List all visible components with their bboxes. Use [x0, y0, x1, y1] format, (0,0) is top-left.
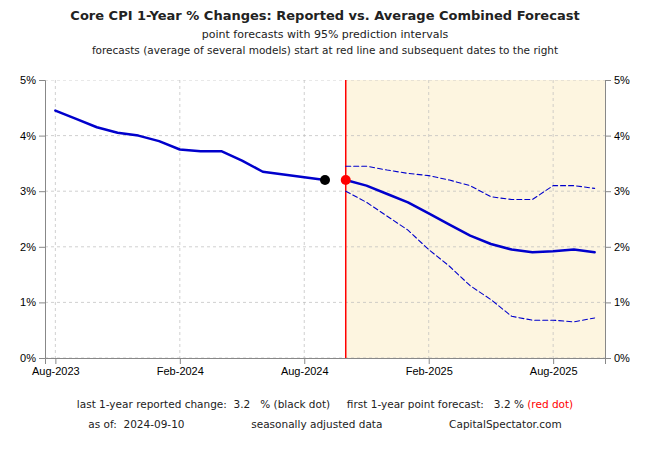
tick: Aug-2024	[281, 358, 329, 377]
tick-mark	[304, 358, 305, 364]
grid-line-x	[553, 80, 554, 358]
tick-label: 3%	[614, 185, 630, 197]
tick-mark	[429, 358, 430, 364]
footer: as of: 2024-09-10 seasonally adjusted da…	[88, 418, 561, 430]
tick-label: 2%	[614, 241, 630, 253]
tick-mark	[39, 191, 45, 192]
subtitle: forecasts (average of several models) st…	[92, 44, 558, 56]
tick: Aug-2023	[32, 358, 80, 377]
tick-label: Aug-2025	[530, 365, 578, 377]
footer-text: as of: 2024-09-10 seasonally adjusted da…	[88, 418, 561, 430]
grid-line-y	[45, 191, 605, 192]
grid-line-y	[45, 80, 605, 81]
tick-mark	[605, 80, 611, 81]
tick-label: Aug-2024	[281, 365, 329, 377]
tick-label: 0%	[614, 352, 630, 364]
grid-line-x	[179, 80, 180, 358]
tick-label: 4%	[20, 130, 36, 142]
tick: 3%	[20, 185, 45, 197]
chart: Core CPI 1-Year % Changes: Reported vs. …	[0, 0, 650, 450]
tick-label: 3%	[20, 185, 36, 197]
tick-mark	[39, 358, 45, 359]
tick-label: 2%	[20, 241, 36, 253]
y2-axis-line	[606, 81, 612, 359]
tick-mark	[39, 136, 45, 137]
tick-mark	[55, 358, 56, 364]
tick-label: 0%	[20, 352, 36, 364]
grid-line-x	[55, 80, 56, 358]
tick: 0%	[20, 352, 45, 364]
tick-label: 4%	[614, 130, 630, 142]
tick: Feb-2024	[157, 358, 204, 377]
tick-label: Aug-2023	[32, 365, 80, 377]
grid-line-y	[45, 302, 605, 303]
plot-area: Aug-2023 Feb-2024 Aug-2024 Feb-2025 Aug-2025…	[20, 74, 630, 377]
data-line	[346, 180, 595, 252]
tick: 2%	[20, 241, 45, 253]
tick-mark	[605, 302, 611, 303]
forecast-start-line	[345, 80, 347, 358]
tick-label: Feb-2024	[157, 365, 204, 377]
tick-label: 1%	[614, 296, 630, 308]
tick-mark	[605, 247, 611, 248]
grid-line-x	[304, 80, 305, 358]
tick: 0%	[605, 352, 630, 364]
tick: Feb-2025	[406, 358, 453, 377]
grid-line-y	[45, 358, 605, 359]
grid-line-y	[45, 246, 605, 247]
x-axis: Aug-2023 Feb-2024 Aug-2024 Feb-2025 Aug-2025	[32, 358, 605, 377]
tick-label: 1%	[20, 296, 36, 308]
footer: last 1-year reported change: 3.2 % (blac…	[77, 398, 573, 410]
tick-mark	[605, 136, 611, 137]
tick-mark	[605, 191, 611, 192]
tick: 3%	[605, 185, 630, 197]
tick-mark	[180, 358, 181, 364]
data-line	[55, 111, 325, 181]
tick-mark	[605, 358, 611, 359]
subtitle: point forecasts with 95% prediction inte…	[202, 28, 449, 41]
interval-line	[346, 191, 595, 322]
interval-line	[346, 166, 595, 199]
tick: 1%	[20, 296, 45, 308]
tick-mark	[553, 358, 554, 364]
tick-mark	[39, 80, 45, 81]
tick: 4%	[20, 130, 45, 142]
dot	[320, 175, 330, 185]
tick: 5%	[605, 74, 630, 86]
title: Core CPI 1-Year % Changes: Reported vs. …	[70, 8, 579, 23]
tick-label: 5%	[20, 74, 36, 86]
footer-text: (red dot)	[527, 398, 573, 410]
y-axis-line	[39, 81, 46, 359]
tick-mark	[39, 302, 45, 303]
tick-mark	[39, 247, 45, 248]
y2-axis: 0% 1% 2% 3% 4% 5%	[605, 74, 630, 364]
forecast-region	[346, 80, 605, 358]
tick: 5%	[20, 74, 45, 86]
marks	[45, 80, 605, 358]
x-axis-line	[46, 359, 606, 365]
tick-label: 5%	[614, 74, 630, 86]
y-axis: 0% 1% 2% 3% 4% 5%	[20, 74, 45, 364]
tick: 1%	[605, 296, 630, 308]
tick-label: Feb-2025	[406, 365, 453, 377]
grid-line-x	[428, 80, 429, 358]
dot	[341, 175, 351, 185]
tick: Aug-2025	[530, 358, 578, 377]
footer-text: last 1-year reported change: 3.2 % (blac…	[77, 398, 527, 410]
tick: 4%	[605, 130, 630, 142]
tick: 2%	[605, 241, 630, 253]
